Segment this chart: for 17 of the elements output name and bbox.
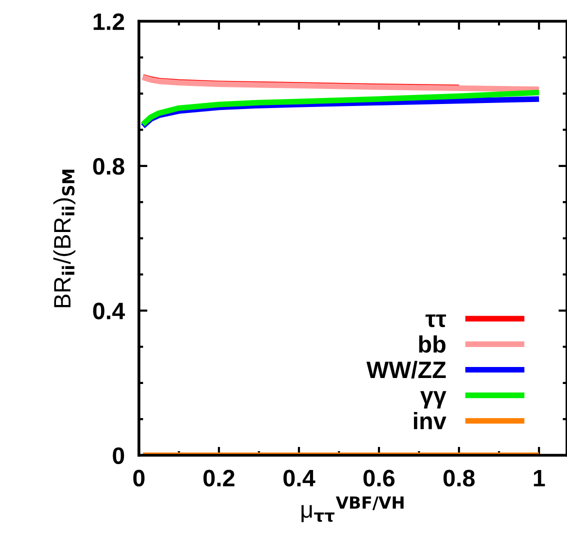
x-tick-label: 0.4 bbox=[283, 470, 316, 487]
x-tick-label: 0.8 bbox=[444, 470, 475, 487]
y-axis-title: BR$_{ii}$/(BR$_{ii}$)$_{SM}$ bbox=[53, 170, 76, 308]
x-axis-title: μ$_{ττ}$$^{VBF/VH}$ bbox=[302, 496, 404, 522]
legend-label: ττ bbox=[426, 314, 446, 328]
legend-label: bb bbox=[419, 335, 446, 353]
legend-label: WW/ZZ bbox=[366, 360, 446, 378]
y-tick-label: 1.2 bbox=[94, 13, 124, 30]
y-tick-label: 0 bbox=[112, 447, 124, 464]
x-tick-label: 0 bbox=[133, 470, 145, 487]
x-tick-label: 0.2 bbox=[203, 470, 234, 487]
legend-label: γγ bbox=[420, 391, 446, 408]
x-tick-label: 1 bbox=[534, 470, 545, 486]
y-tick-label: 0.4 bbox=[93, 302, 125, 320]
y-tick-label: 0.8 bbox=[93, 158, 124, 175]
legend-label: inv bbox=[414, 412, 446, 430]
x-tick-label: 0.6 bbox=[363, 470, 395, 487]
